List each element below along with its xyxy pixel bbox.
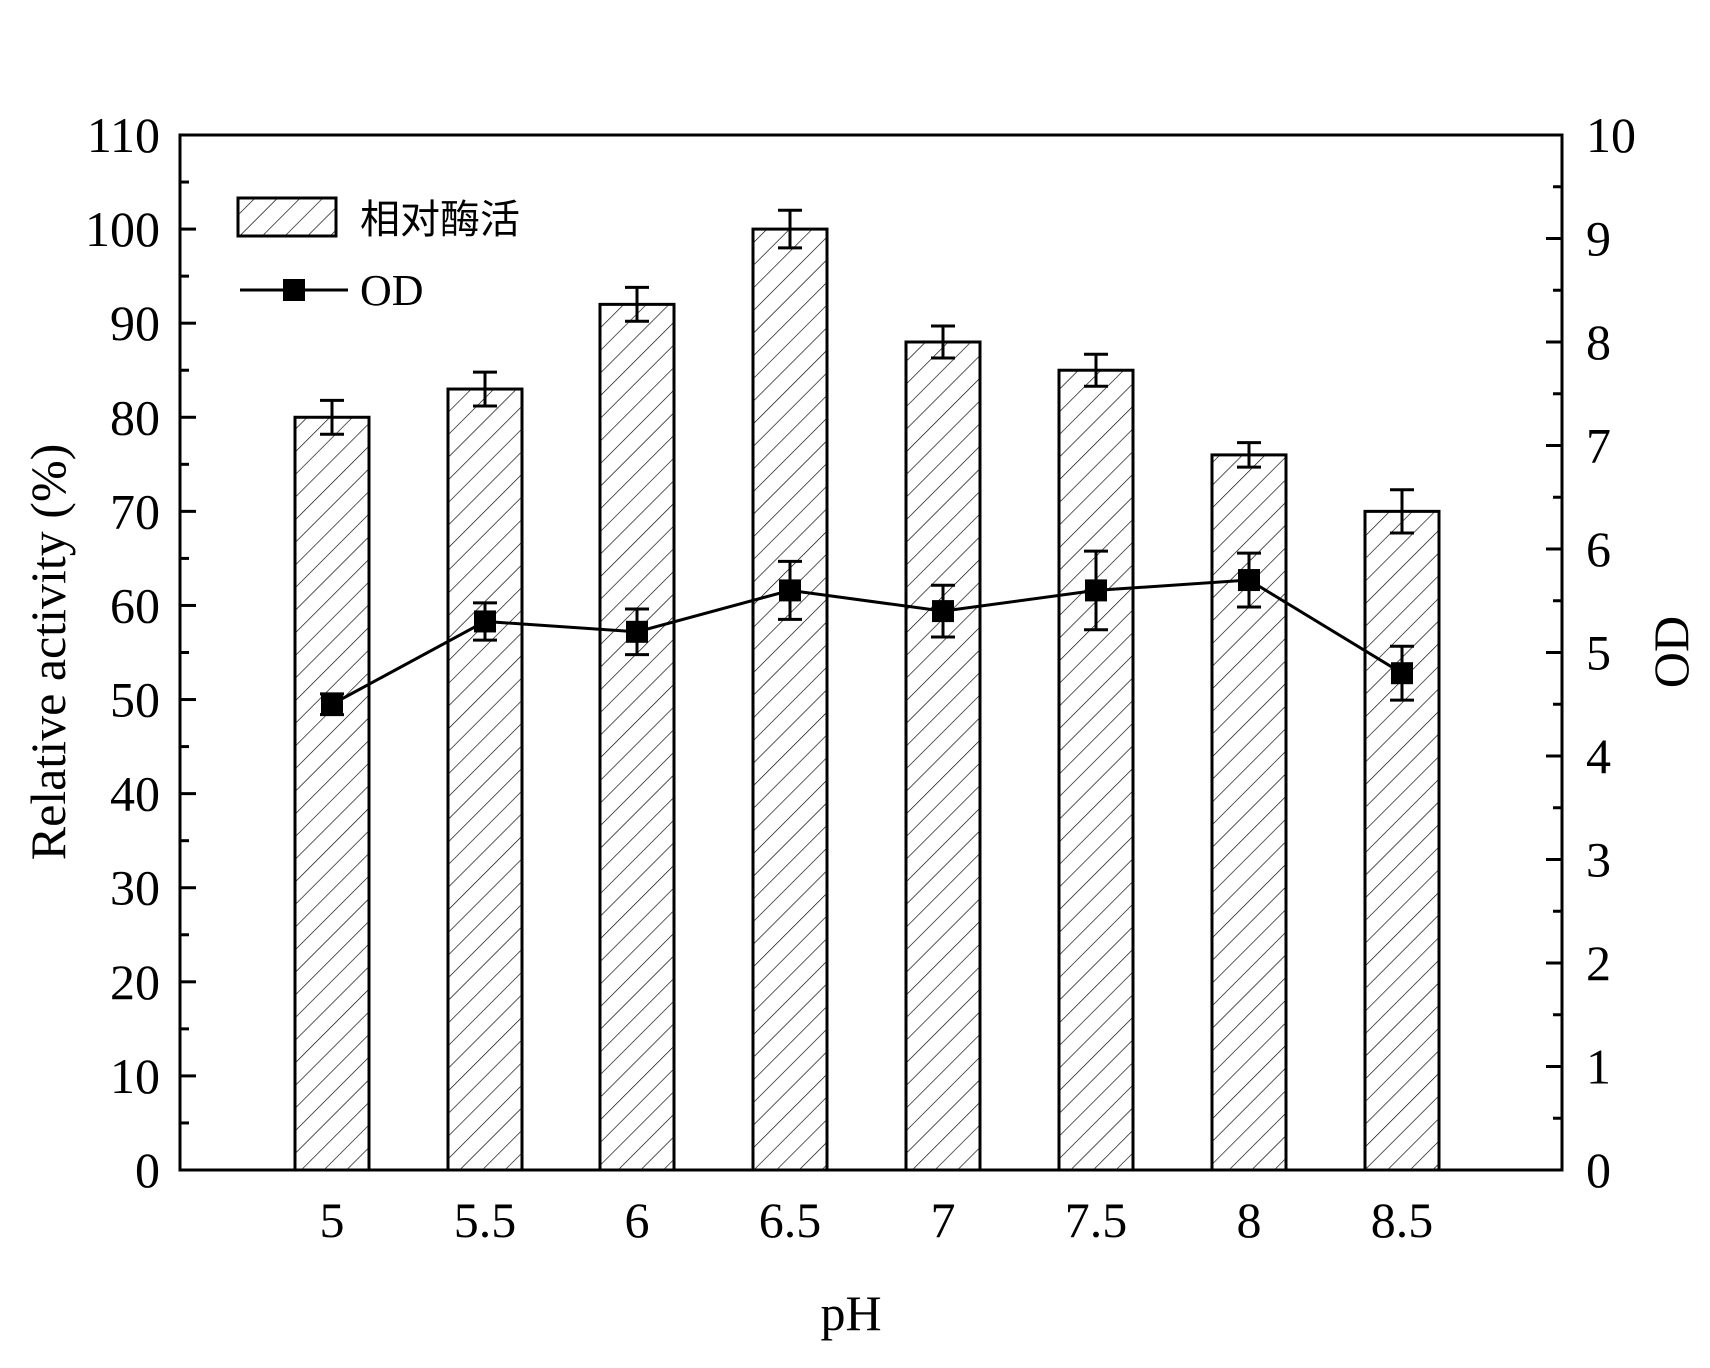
legend-square-marker: [283, 279, 305, 301]
od-point-5: [1085, 579, 1107, 602]
y2-tick-label: 5: [1586, 625, 1611, 681]
legend-bar-label: 相对酶活: [360, 197, 520, 243]
y-tick-label: 0: [135, 1142, 160, 1198]
y-tick-label: 40: [110, 766, 160, 822]
y2-tick-label: 9: [1586, 211, 1611, 267]
x-axis: 5 5.5 6 6.5 7 7.5 8 8.5: [320, 1192, 1434, 1248]
od-point-3: [779, 579, 801, 602]
y-tick-label: 20: [110, 954, 160, 1010]
activity-bar-4: [904, 340, 982, 1172]
od-point-7: [1391, 662, 1413, 685]
y2-tick-label: 0: [1586, 1142, 1611, 1198]
activity-bar-2: [598, 302, 676, 1172]
y-tick-label: 80: [110, 389, 160, 445]
left-axis: 0 10 20 30 40 50 60 70 80 90 100 110: [85, 107, 196, 1198]
od-point-0: [321, 693, 343, 716]
y-axis-title: Relative activity (%): [20, 444, 76, 861]
y2-tick-label: 7: [1586, 418, 1611, 474]
y-tick-label: 90: [110, 295, 160, 351]
activity-bar-7: [1363, 509, 1441, 1172]
y2-tick-label: 3: [1586, 832, 1611, 888]
x-tick-label: 8.5: [1371, 1192, 1434, 1248]
od-point-1: [474, 610, 496, 633]
y-tick-label: 110: [87, 107, 160, 163]
legend-bar-swatch: [236, 196, 338, 238]
y-tick-label: 100: [85, 201, 160, 257]
x-tick-label: 5.5: [454, 1192, 517, 1248]
od-point-6: [1238, 569, 1260, 592]
od-point-4: [932, 600, 954, 623]
y-tick-label: 70: [110, 483, 160, 539]
y-tick-label: 10: [110, 1048, 160, 1104]
activity-bar-3: [751, 227, 829, 1172]
y-tick-label: 30: [110, 860, 160, 916]
activity-error-bar-1: [473, 370, 497, 408]
y2-tick-label: 2: [1586, 935, 1611, 991]
od-line-layer: [320, 549, 1414, 717]
activity-bar-5: [1057, 368, 1135, 1172]
y2-tick-label: 1: [1586, 1039, 1611, 1095]
y2-axis-title: OD: [1643, 616, 1699, 688]
od-point-2: [626, 620, 648, 643]
y2-tick-label: 4: [1586, 728, 1611, 784]
activity-error-bar-7: [1390, 488, 1414, 535]
right-axis: 0 1 2 3 4 5 6 7 8 9 10: [1546, 107, 1636, 1198]
y-tick-label: 50: [110, 672, 160, 728]
legend-line-label: OD: [360, 266, 424, 315]
x-tick-label: 7: [931, 1192, 956, 1248]
y-tick-label: 60: [110, 577, 160, 633]
x-tick-label: 5: [320, 1192, 345, 1248]
activity-error-bar-2: [625, 285, 649, 323]
activity-error-bar-5: [1084, 352, 1108, 388]
x-tick-label: 8: [1237, 1192, 1262, 1248]
y2-tick-label: 6: [1586, 521, 1611, 577]
x-tick-label: 7.5: [1065, 1192, 1128, 1248]
activity-bar-0: [293, 415, 371, 1172]
od-line: [331, 578, 1403, 706]
activity-error-bar-3: [778, 208, 802, 250]
legend: 相对酶活 OD: [236, 196, 520, 315]
activity-error-bar-0: [320, 398, 344, 436]
x-tick-label: 6: [625, 1192, 650, 1248]
activity-error-bar-4: [931, 324, 955, 360]
x-axis-title: pH: [820, 1285, 881, 1341]
y2-tick-label: 10: [1586, 107, 1636, 163]
y2-tick-label: 8: [1586, 314, 1611, 370]
x-tick-label: 6.5: [759, 1192, 822, 1248]
activity-bar-1: [446, 387, 524, 1172]
bars-layer: [293, 208, 1441, 1172]
activity-error-bar-6: [1237, 441, 1261, 469]
